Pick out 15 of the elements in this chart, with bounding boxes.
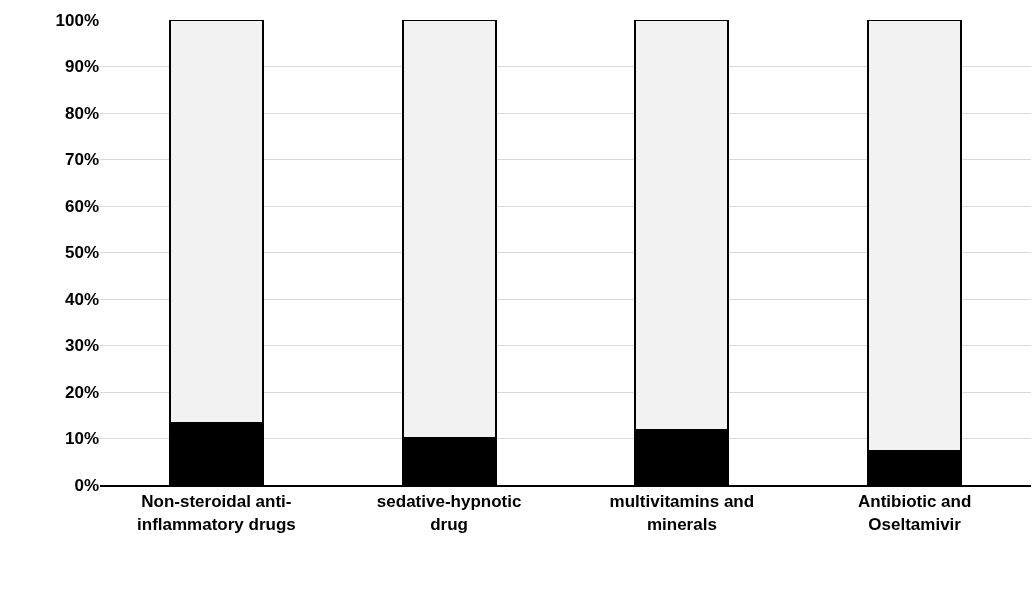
y-tick-label: 60%: [64, 196, 99, 216]
y-tick-label: 50%: [64, 243, 99, 263]
y-tick-label: 40%: [64, 289, 99, 309]
x-tick-label: multivitamins and minerals: [609, 492, 755, 534]
x-tick-label: Antibiotic and Oseltamivir: [857, 492, 972, 534]
y-tick-label: 70%: [64, 150, 99, 170]
y-tick-label: 20%: [64, 382, 99, 402]
y-tick-label: 10%: [64, 429, 99, 449]
x-tick-label: Non-steroidal anti-inflammatory drugs: [137, 492, 296, 534]
y-tick-label: 100%: [55, 10, 99, 30]
y-tick-label: 30%: [64, 336, 99, 356]
y-tick-label: 90%: [64, 57, 99, 77]
y-tick-label: 80%: [64, 103, 99, 123]
x-tick-label: sedative-hypnotic drug: [376, 492, 522, 534]
y-tick-label: 0%: [74, 475, 99, 495]
